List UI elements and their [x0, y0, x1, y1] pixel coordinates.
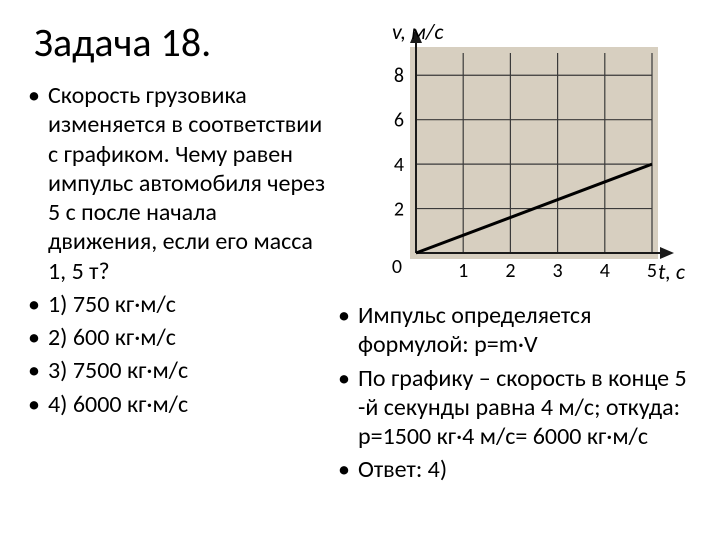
- svg-text:4: 4: [394, 153, 404, 177]
- solution-line-1: Импульс определяется формулой: p=m·V: [338, 301, 698, 360]
- svg-text:1: 1: [458, 259, 468, 283]
- svg-text:6: 6: [394, 109, 404, 133]
- option-2: 2) 600 кг·м/с: [28, 323, 328, 352]
- svg-text:2: 2: [394, 198, 404, 222]
- problem-list: Скорость грузовика изменяется в соответс…: [28, 81, 328, 419]
- solution-line-2: По графику – скорость в конце 5 -й секун…: [338, 364, 698, 452]
- svg-text:5: 5: [647, 259, 657, 283]
- solution-block: Импульс определяется формулой: p=m·V По …: [338, 301, 698, 485]
- chart: 2 4 6 8 1 2 3 4 5 0 v, м/с t, c: [358, 15, 698, 295]
- svg-text:3: 3: [553, 259, 563, 283]
- page: Задача 18. Скорость грузовика изменяется…: [0, 0, 720, 540]
- option-4: 4) 6000 кг·м/с: [28, 390, 328, 419]
- chart-svg: 2 4 6 8 1 2 3 4 5 0 v, м/с t, c: [358, 15, 698, 295]
- solution-line-3: Ответ: 4): [338, 455, 698, 484]
- columns: Скорость грузовика изменяется в соответс…: [28, 81, 698, 489]
- svg-text:v, м/с: v, м/с: [392, 18, 444, 45]
- left-column: Скорость грузовика изменяется в соответс…: [28, 81, 328, 489]
- svg-text:4: 4: [600, 259, 610, 283]
- option-1: 1) 750 кг·м/с: [28, 290, 328, 319]
- svg-text:0: 0: [392, 255, 402, 279]
- svg-text:t, c: t, c: [658, 258, 686, 285]
- svg-text:2: 2: [505, 259, 515, 283]
- right-column: 2468123450v, м/сt, c Импульс определяетс…: [338, 81, 698, 489]
- problem-text: Скорость грузовика изменяется в соответс…: [28, 81, 328, 286]
- option-3: 3) 7500 кг·м/с: [28, 356, 328, 385]
- svg-text:8: 8: [394, 64, 404, 88]
- solution-list: Импульс определяется формулой: p=m·V По …: [338, 301, 698, 485]
